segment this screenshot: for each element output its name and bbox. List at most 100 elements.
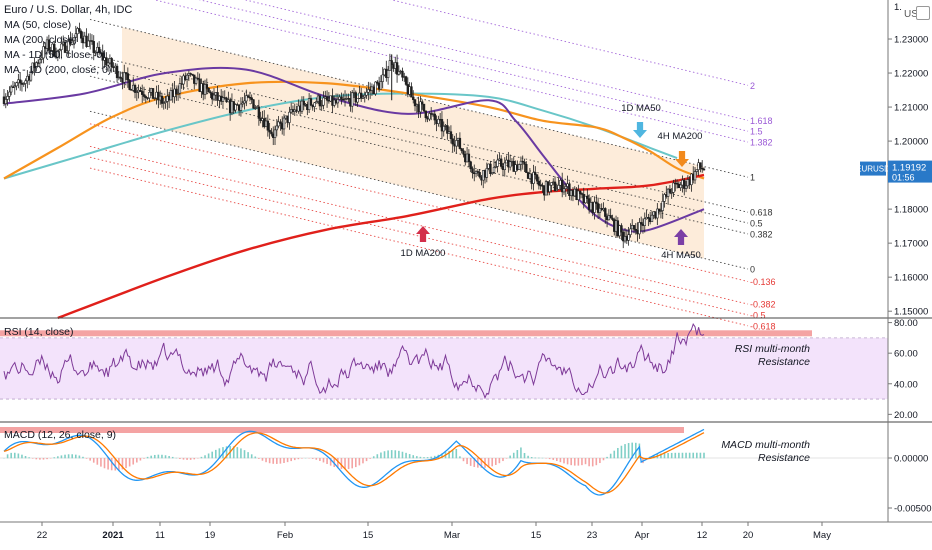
candle-body bbox=[586, 195, 589, 199]
macd-histogram-bar bbox=[412, 455, 415, 459]
macd-histogram-bar bbox=[502, 458, 504, 462]
candle-body bbox=[277, 121, 280, 127]
macd-histogram-bar bbox=[211, 451, 214, 459]
candle-body bbox=[342, 99, 345, 101]
price-tick-label: 1.21000 bbox=[894, 103, 928, 114]
candle-body bbox=[469, 161, 472, 170]
candle-body bbox=[365, 91, 368, 96]
ma200-4h-line bbox=[3, 80, 705, 180]
macd-histogram-bar bbox=[60, 455, 63, 459]
candle-body bbox=[257, 106, 261, 119]
candle-body bbox=[273, 129, 277, 138]
candle-body bbox=[336, 99, 340, 104]
candle-body bbox=[79, 31, 83, 39]
macd-histogram-bar bbox=[319, 458, 321, 461]
macd-histogram-bar bbox=[189, 458, 192, 460]
macd-histogram-bar bbox=[383, 451, 386, 459]
candle-body bbox=[105, 57, 108, 66]
candle-body bbox=[78, 28, 81, 32]
candle-body bbox=[67, 38, 70, 52]
candle-body bbox=[282, 117, 286, 130]
candle-body bbox=[374, 81, 377, 95]
candle-body bbox=[534, 172, 537, 176]
candle-body bbox=[243, 100, 246, 104]
candle-body bbox=[363, 94, 366, 98]
legend-ma50-1d[interactable]: MA - 1D (50, close, 0) bbox=[4, 49, 106, 61]
macd-legend-label[interactable]: MACD (12, 26, close, 9) bbox=[4, 429, 117, 441]
macd-histogram-bar bbox=[157, 454, 160, 459]
fib-line bbox=[89, 19, 749, 178]
macd-histogram-bar bbox=[78, 455, 81, 459]
candle-body bbox=[58, 49, 61, 52]
macd-histogram-bar bbox=[516, 450, 519, 459]
candle-body bbox=[476, 171, 480, 173]
candle-body bbox=[449, 131, 453, 140]
candle-body bbox=[564, 186, 567, 189]
macd-histogram-bar bbox=[577, 458, 580, 466]
candle-body bbox=[517, 164, 521, 170]
candle-body bbox=[650, 214, 654, 223]
candle-body bbox=[701, 168, 704, 170]
macd-histogram-bar bbox=[509, 455, 511, 459]
fib-line bbox=[153, 0, 749, 143]
fib-line bbox=[89, 156, 749, 316]
rsi-layer: 20.00 40.00 60.00 80.00 RSI multi-monthResis… bbox=[0, 318, 918, 421]
candle-body bbox=[142, 94, 146, 97]
macd-histogram-bar bbox=[283, 458, 285, 464]
macd-histogram-bar bbox=[376, 454, 379, 459]
candle-body bbox=[460, 148, 463, 152]
candle-body bbox=[320, 104, 323, 107]
candle-body bbox=[643, 218, 646, 226]
legend-ma200[interactable]: MA (200, close) bbox=[4, 34, 77, 46]
settings-box-icon[interactable] bbox=[916, 6, 930, 20]
macd-histogram-bar bbox=[297, 458, 300, 460]
candle-body bbox=[205, 84, 209, 89]
macd-histogram-bar bbox=[107, 458, 109, 470]
candle-body bbox=[288, 111, 291, 123]
macd-histogram-bar bbox=[164, 455, 167, 459]
macd-histogram-bar bbox=[57, 456, 59, 459]
currency-label[interactable]: USD bbox=[904, 9, 926, 20]
macd-histogram-bar bbox=[588, 458, 590, 467]
candle-body bbox=[562, 188, 566, 193]
rsi-legend-label[interactable]: RSI (14, close) bbox=[4, 326, 74, 338]
macd-histogram-bar bbox=[480, 458, 483, 468]
macd-histogram-bar bbox=[462, 458, 465, 462]
candle-body bbox=[489, 163, 492, 175]
fib-label: 1.382 bbox=[750, 138, 773, 148]
candle-body bbox=[194, 77, 198, 84]
candle-body bbox=[97, 47, 101, 53]
candle-body bbox=[153, 97, 156, 100]
candle-body bbox=[270, 131, 273, 135]
macd-histogram-bar bbox=[132, 458, 135, 465]
candle-body bbox=[410, 86, 413, 98]
candle-body bbox=[604, 208, 607, 217]
macd-histogram-bar bbox=[121, 458, 124, 470]
macd-histogram-bar bbox=[236, 447, 239, 459]
macd-histogram-bar bbox=[186, 458, 188, 460]
macd-histogram-bar bbox=[254, 456, 257, 459]
legend-ma50[interactable]: MA (50, close) bbox=[4, 19, 72, 31]
legend-ma200-1d[interactable]: MA - 1D (200, close, 0) bbox=[4, 64, 112, 76]
candle-body bbox=[196, 77, 200, 80]
macd-histogram-bar bbox=[520, 447, 522, 459]
candle-body bbox=[56, 50, 60, 58]
macd-histogram-bar bbox=[419, 456, 422, 459]
macd-histogram-bar bbox=[358, 458, 361, 466]
candle-body bbox=[379, 81, 383, 90]
candle-body bbox=[4, 99, 7, 104]
macd-histogram-bar bbox=[118, 458, 120, 471]
time-tick-label: 15 bbox=[363, 530, 374, 541]
macd-histogram-bar bbox=[552, 458, 555, 460]
time-tick-label: Mar bbox=[444, 530, 460, 541]
macd-histogram-bar bbox=[563, 458, 565, 464]
candle-body bbox=[133, 84, 137, 93]
macd-histogram-bar bbox=[53, 457, 56, 459]
macd-histogram-bar bbox=[566, 458, 569, 465]
macd-histogram-bar bbox=[240, 448, 242, 459]
candle-body bbox=[126, 73, 130, 81]
macd-histogram-bar bbox=[620, 445, 623, 459]
candle-body bbox=[279, 121, 282, 124]
candle-body bbox=[13, 85, 16, 88]
